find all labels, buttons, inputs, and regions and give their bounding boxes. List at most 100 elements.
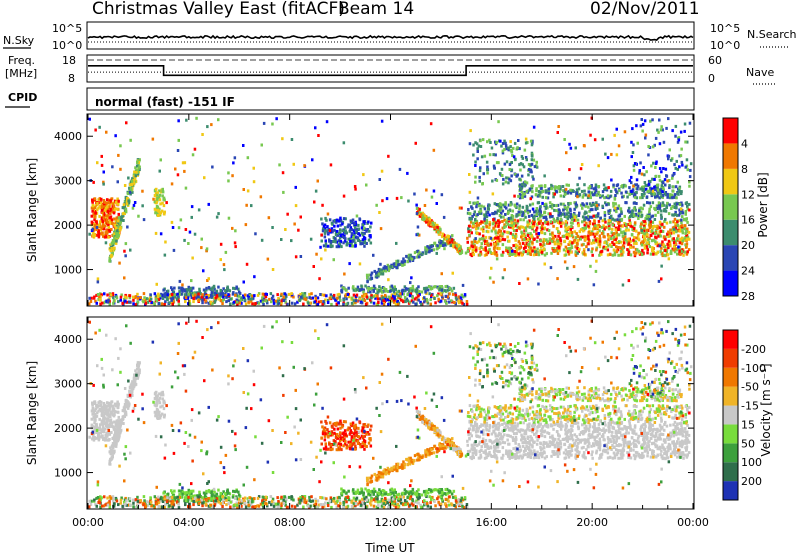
power-cell <box>282 295 285 299</box>
power-cell <box>681 203 684 207</box>
power-cell <box>387 302 390 306</box>
power-cell <box>161 189 164 193</box>
power-cell <box>527 214 531 218</box>
power-cell <box>130 189 133 192</box>
power-cell <box>129 138 132 142</box>
power-cell <box>630 192 634 196</box>
power-cell <box>227 293 230 297</box>
power-cell <box>261 301 265 305</box>
power-cell <box>373 286 377 290</box>
power-cell <box>105 229 108 233</box>
power-cell <box>583 218 586 222</box>
power-cell <box>408 300 412 304</box>
power-cell <box>156 295 160 299</box>
power-cell <box>363 294 366 298</box>
velocity-cell <box>107 426 110 430</box>
power-cell <box>214 298 217 302</box>
power-cell <box>665 126 668 130</box>
power-cell <box>384 289 387 293</box>
power-cell <box>574 218 577 222</box>
power-cell <box>686 168 689 172</box>
velocity-cell <box>114 410 117 414</box>
power-cell <box>531 207 535 211</box>
power-cell <box>662 140 666 144</box>
power-cell <box>435 202 438 205</box>
power-cell <box>417 255 421 259</box>
power-cell <box>604 152 607 156</box>
power-cell <box>656 186 659 190</box>
power-cell <box>266 301 269 305</box>
power-cell <box>349 237 352 241</box>
power-cell <box>185 290 189 294</box>
power-cell <box>405 254 408 258</box>
power-cell <box>638 209 641 213</box>
power-cell <box>492 218 495 222</box>
power-cell <box>591 247 594 251</box>
power-cell <box>536 247 539 251</box>
power-cell <box>210 291 214 295</box>
power-cell <box>535 160 538 164</box>
power-cell <box>343 239 347 243</box>
power-cell <box>473 201 477 205</box>
power-cell <box>401 263 404 267</box>
power-cell <box>468 217 471 221</box>
power-cell <box>324 227 327 231</box>
power-cell <box>483 239 487 243</box>
power-cell <box>117 202 120 206</box>
power-cell <box>594 207 597 211</box>
power-cell <box>294 255 298 259</box>
power-cell <box>334 240 337 244</box>
power-cell <box>671 196 674 200</box>
power-cell <box>645 228 649 232</box>
power-cell <box>482 225 485 229</box>
power-cell <box>413 297 417 301</box>
power-cell <box>111 251 114 255</box>
power-cell <box>249 293 252 297</box>
power-cell <box>528 222 531 226</box>
power-cell <box>569 209 572 212</box>
power-cell <box>645 245 648 249</box>
power-cell <box>676 238 679 242</box>
power-cell <box>485 221 489 225</box>
power-cell <box>639 187 642 191</box>
power-cell <box>355 288 359 292</box>
velocity-cell <box>128 389 131 393</box>
power-cell <box>523 234 527 238</box>
power-cell <box>334 238 337 242</box>
power-cell <box>189 286 193 290</box>
power-cell <box>100 205 104 209</box>
power-cell <box>236 302 239 306</box>
power-cell <box>595 246 598 250</box>
power-cell <box>372 289 375 292</box>
power-cell <box>520 155 524 158</box>
power-cell <box>672 189 675 193</box>
power-cell <box>543 243 546 247</box>
power-cell <box>107 205 111 209</box>
power-cell <box>481 138 485 142</box>
power-cell <box>527 245 531 249</box>
power-cell <box>102 170 105 174</box>
power-cell <box>471 206 474 210</box>
power-cell <box>114 241 118 245</box>
power-cell <box>472 253 475 257</box>
power-cell <box>537 253 541 257</box>
power-cell <box>655 183 659 187</box>
power-cell <box>644 183 647 187</box>
power-cell <box>564 253 568 257</box>
power-cell <box>478 232 481 236</box>
power-cell <box>595 232 598 236</box>
power-cell <box>454 302 457 306</box>
power-cell <box>539 245 543 249</box>
power-cell <box>105 216 109 220</box>
power-cell <box>322 300 325 304</box>
power-cell <box>357 223 360 227</box>
power-cell <box>544 206 548 210</box>
power-cell <box>675 206 678 209</box>
power-cell <box>452 244 455 248</box>
power-cell <box>575 232 578 236</box>
power-cell <box>537 193 541 197</box>
power-cell <box>337 239 341 243</box>
power-cell <box>587 242 590 246</box>
power-cell <box>335 218 339 222</box>
power-cell <box>628 179 632 183</box>
